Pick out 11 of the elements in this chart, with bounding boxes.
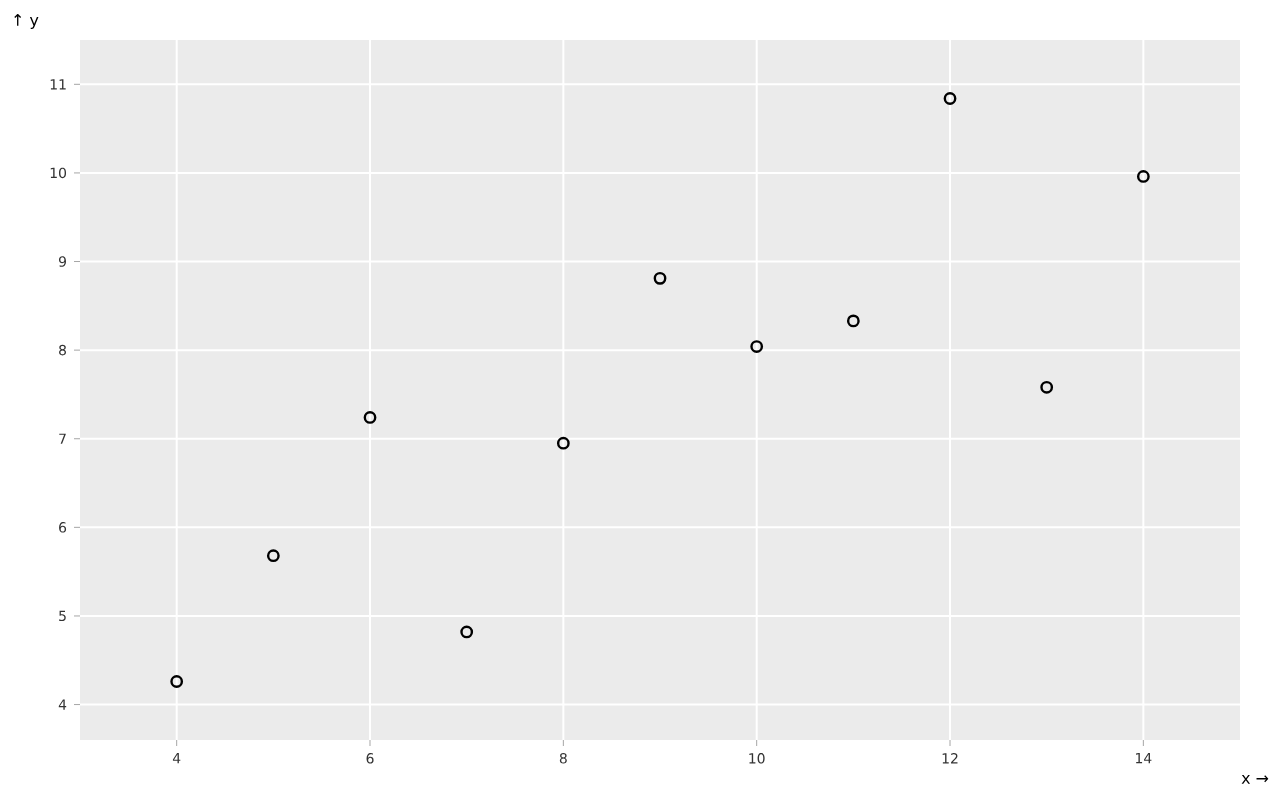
point (266, 549, 280, 563)
point (170, 675, 184, 688)
point (556, 436, 570, 450)
point (460, 625, 474, 639)
point (1040, 380, 1054, 394)
point (750, 340, 764, 353)
point (943, 92, 957, 105)
point (363, 411, 377, 424)
point (653, 271, 667, 285)
point (1136, 170, 1150, 183)
point (846, 314, 860, 328)
